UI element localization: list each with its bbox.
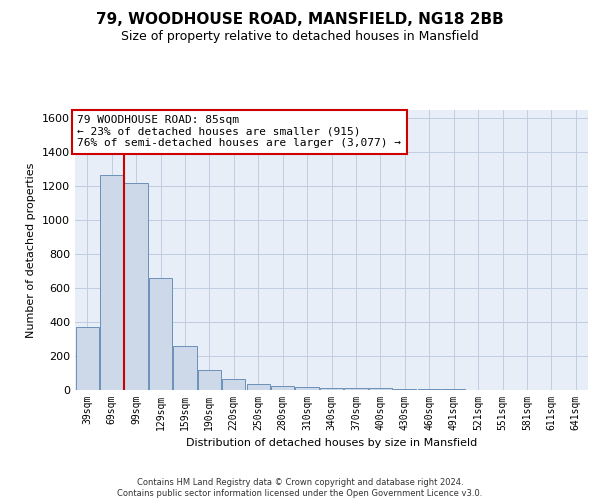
Bar — [295, 388, 319, 390]
Bar — [149, 278, 172, 390]
Text: 79 WOODHOUSE ROAD: 85sqm
← 23% of detached houses are smaller (915)
76% of semi-: 79 WOODHOUSE ROAD: 85sqm ← 23% of detach… — [77, 115, 401, 148]
Bar — [100, 176, 123, 390]
Y-axis label: Number of detached properties: Number of detached properties — [26, 162, 37, 338]
Bar — [76, 327, 99, 390]
Bar — [173, 346, 197, 390]
Bar — [393, 388, 416, 390]
Text: Contains HM Land Registry data © Crown copyright and database right 2024.
Contai: Contains HM Land Registry data © Crown c… — [118, 478, 482, 498]
Bar — [418, 389, 441, 390]
Bar — [369, 388, 392, 390]
Bar — [344, 388, 368, 390]
Bar — [247, 384, 270, 390]
Bar — [198, 370, 221, 390]
Bar — [222, 379, 245, 390]
Bar — [124, 183, 148, 390]
Bar — [320, 388, 343, 390]
Text: Size of property relative to detached houses in Mansfield: Size of property relative to detached ho… — [121, 30, 479, 43]
Bar — [271, 386, 294, 390]
Text: 79, WOODHOUSE ROAD, MANSFIELD, NG18 2BB: 79, WOODHOUSE ROAD, MANSFIELD, NG18 2BB — [96, 12, 504, 28]
X-axis label: Distribution of detached houses by size in Mansfield: Distribution of detached houses by size … — [186, 438, 477, 448]
